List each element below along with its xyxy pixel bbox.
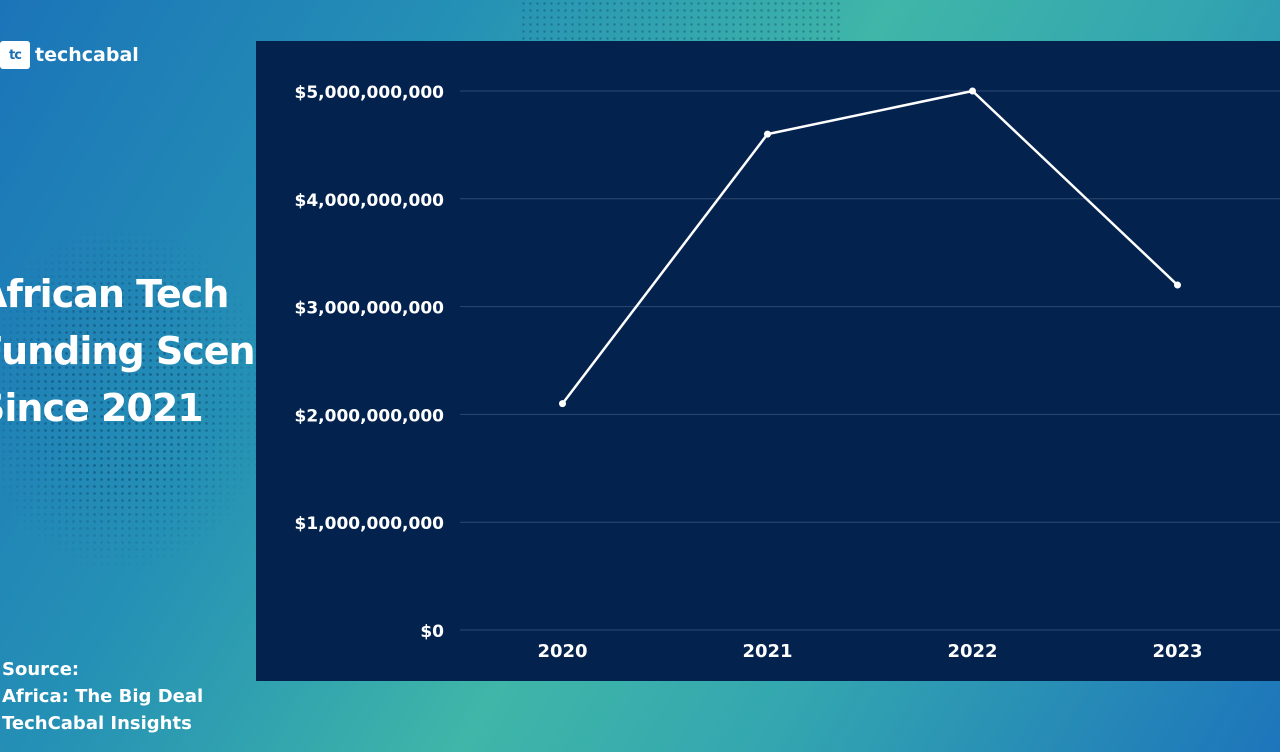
title-line-2: Funding Scene [0, 329, 280, 373]
dot-wave-pattern [0, 140, 270, 610]
line-chart: $0 $1,000,000,000 $2,000,000,000 $3,000,000… [295, 83, 1280, 662]
data-point [1174, 281, 1181, 289]
source-label: Source: [2, 659, 80, 680]
chart-panel: $0 $1,000,000,000 $2,000,000,000 $3,000,000… [256, 41, 1280, 681]
page-title: African Tech Funding Scene Since 2021 [0, 266, 280, 437]
data-point [764, 130, 771, 138]
source-name-1: Africa: The Big Deal [2, 686, 204, 707]
x-tick-label: 2021 [742, 641, 792, 662]
dot-pattern-top [520, 0, 840, 40]
x-tick-label: 2022 [947, 641, 997, 662]
series-line [561, 89, 1179, 405]
x-tick-label: 2023 [1152, 641, 1202, 662]
data-point [559, 400, 566, 408]
y-tick-label: $4,000,000,000 [295, 191, 445, 211]
title-line-1: African Tech [0, 272, 229, 316]
techcabal-logo: tc techcabal [0, 40, 139, 70]
data-point [969, 87, 976, 95]
logo-text: techcabal [35, 44, 139, 66]
logo-mark: tc [0, 41, 30, 69]
x-tick-label: 2020 [537, 641, 587, 662]
y-tick-label: $5,000,000,000 [295, 83, 445, 103]
y-tick-label: $3,000,000,000 [295, 299, 445, 319]
source-name-2: TechCabal Insights [2, 713, 192, 734]
y-tick-label: $1,000,000,000 [295, 514, 445, 534]
y-tick-label: $2,000,000,000 [295, 406, 445, 426]
y-tick-label: $0 [420, 622, 444, 642]
source-note: Source: Africa: The Big Deal TechCabal I… [2, 656, 203, 737]
title-line-3: Since 2021 [0, 386, 204, 430]
